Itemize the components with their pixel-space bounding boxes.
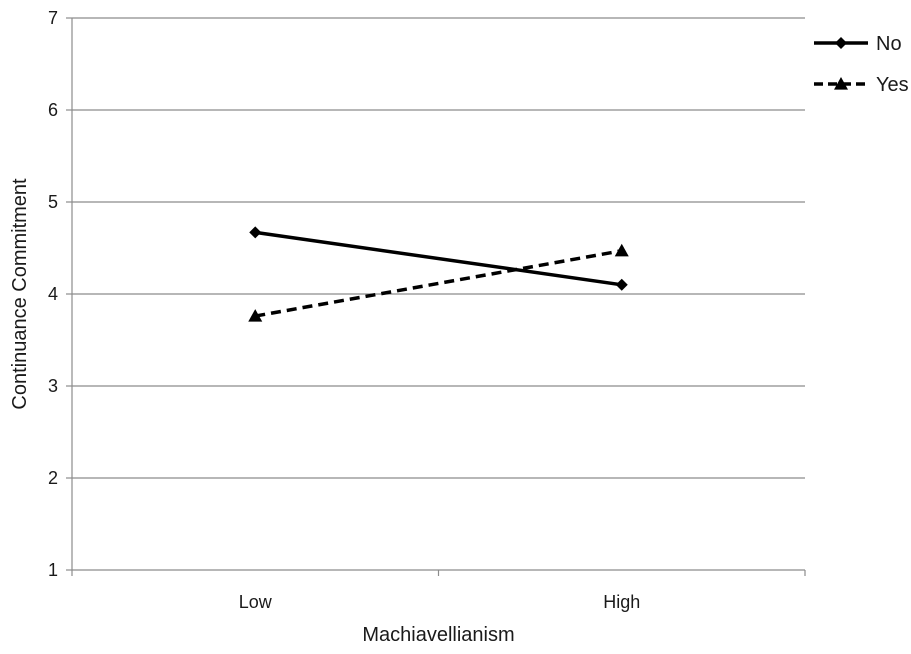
y-tick-label: 3	[48, 376, 58, 396]
series-line	[255, 230, 622, 287]
x-tick-label: Low	[239, 592, 273, 612]
y-tick-labels: 1 2 3 4 5 6 7	[48, 8, 58, 580]
series-line	[254, 249, 623, 318]
x-tick-labels: Low High	[239, 592, 641, 612]
legend-marker	[835, 37, 847, 49]
legend: No Yes	[814, 33, 909, 96]
legend-item-yes: Yes	[814, 74, 909, 96]
legend-marker	[834, 77, 848, 90]
y-axis-title: Continuance Commitment	[9, 178, 31, 410]
legend-label: No	[876, 33, 902, 55]
legend-label: Yes	[876, 74, 909, 96]
y-tick-label: 2	[48, 468, 58, 488]
axes	[66, 17, 806, 576]
y-tick-label: 7	[48, 8, 58, 28]
y-tick-label: 5	[48, 192, 58, 212]
y-tick-label: 6	[48, 100, 58, 120]
y-tick-label: 1	[48, 560, 58, 580]
legend-item-no: No	[814, 33, 902, 55]
grid-lines	[72, 17, 805, 479]
y-tick-label: 4	[48, 284, 58, 304]
data-point	[614, 243, 629, 257]
series-lines	[248, 226, 629, 322]
series-no	[249, 226, 628, 291]
x-axis-title: Machiavellianism	[362, 624, 514, 646]
series-yes	[248, 243, 629, 322]
x-tick-label: High	[603, 592, 640, 612]
data-point	[248, 309, 263, 322]
data-point	[249, 226, 262, 239]
data-point	[615, 278, 628, 291]
